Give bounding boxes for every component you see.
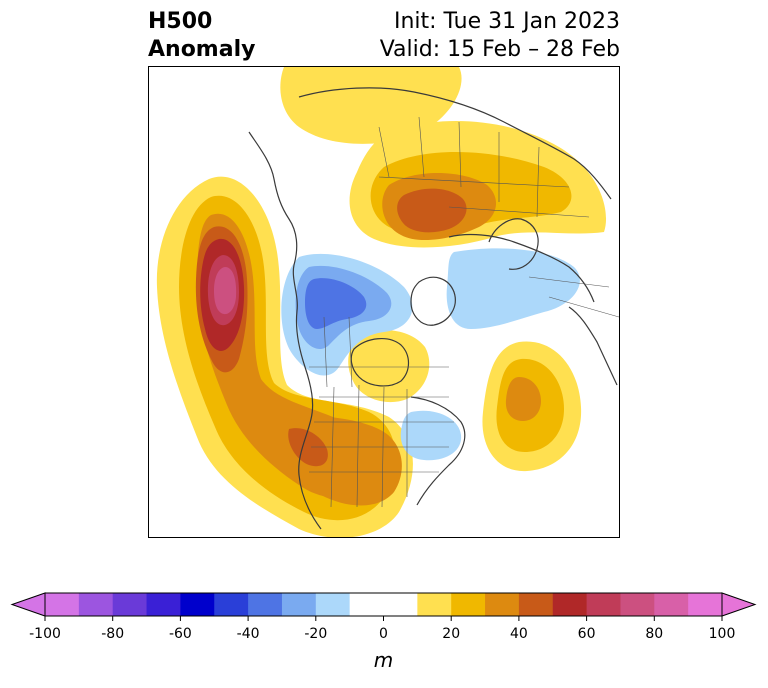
colorbar-segment — [417, 593, 452, 616]
colorbar-segment — [315, 593, 351, 616]
negative-anomaly-canada — [281, 253, 413, 376]
colorbar-segment — [349, 593, 418, 616]
colorbar-segment — [45, 593, 80, 616]
colorbar-tick-label: -40 — [237, 626, 260, 642]
positive-anomaly-canada — [348, 330, 430, 403]
colorbar-tick-label: 40 — [510, 626, 528, 642]
colorbar-segment — [451, 593, 486, 616]
colorbar-segment — [518, 593, 554, 616]
colorbar-tick-label: -80 — [101, 626, 124, 642]
colorbar-segment — [586, 593, 621, 616]
positive-anomaly-siberia — [280, 67, 462, 144]
colorbar-segment — [180, 593, 215, 616]
colorbar-tick-label: -60 — [169, 626, 192, 642]
colorbar-tick-label: 0 — [379, 626, 388, 642]
colorbar-segment — [688, 593, 723, 616]
negative-anomaly-east-us — [400, 410, 462, 461]
colorbar-segment — [485, 593, 520, 616]
borders — [309, 116, 619, 508]
colorbar-segment — [248, 593, 283, 616]
colorbar-extend-low — [10, 592, 46, 617]
title-line-1: H500 — [148, 9, 213, 34]
colorbar-segment — [78, 593, 114, 616]
positive-anomaly-us — [282, 416, 402, 506]
colorbar-tick-label: 20 — [442, 626, 460, 642]
valid-range: Valid: 15 Feb – 28 Feb — [379, 37, 620, 62]
colorbar-tick-label: 80 — [645, 626, 663, 642]
colorbar-unit-label: m — [374, 648, 393, 672]
date-info: Init: Tue 31 Jan 2023 Valid: 15 Feb – 28… — [380, 8, 620, 64]
title-line-2: Anomaly — [148, 37, 256, 62]
colorbar: -100 -80 -60 -40 -20 0 20 40 60 80 100 m — [0, 585, 768, 684]
colorbar-segment — [620, 593, 655, 616]
colorbar-segment — [112, 593, 148, 616]
map-canvas — [156, 67, 619, 537]
colorbar-segment — [281, 593, 317, 616]
colorbar-segment — [214, 593, 249, 616]
colorbar-tick-label: 100 — [709, 626, 736, 642]
negative-anomaly-eurasia — [446, 248, 580, 329]
colorbar-tick-label: -100 — [29, 626, 61, 642]
colorbar-tick-label: 60 — [578, 626, 596, 642]
colorbar-extend-high — [721, 592, 757, 617]
plot-title: H500 Anomaly — [148, 8, 255, 64]
init-date: Init: Tue 31 Jan 2023 — [393, 9, 620, 34]
colorbar-segment — [552, 593, 588, 616]
colorbar-segment — [146, 593, 181, 616]
coastlines — [248, 87, 618, 530]
anomaly-map — [148, 66, 620, 538]
colorbar-segment — [654, 593, 689, 616]
colorbar-svg: -100 -80 -60 -40 -20 0 20 40 60 80 100 m — [10, 592, 757, 672]
positive-anomaly-atlantic — [482, 341, 582, 472]
colorbar-tick-label: -20 — [304, 626, 327, 642]
positive-anomaly-europe — [349, 120, 607, 248]
